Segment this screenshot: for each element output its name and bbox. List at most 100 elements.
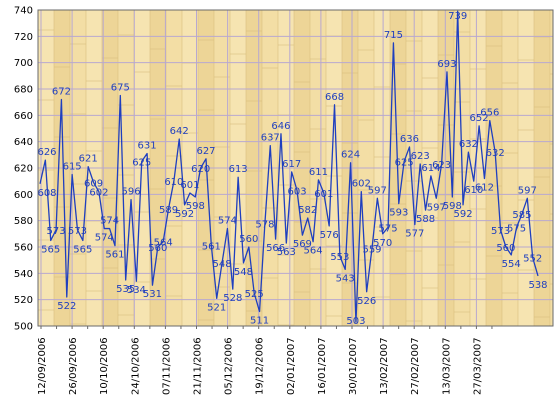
x-tick-label: 26/09/2006 [68, 337, 79, 395]
data-label: 553 [330, 252, 349, 263]
x-tick-label: 13/02/2007 [379, 337, 390, 395]
data-label: 621 [79, 154, 98, 165]
data-label: 675 [111, 83, 130, 94]
data-label: 636 [400, 134, 419, 145]
data-label: 534 [127, 285, 146, 296]
data-label: 603 [287, 186, 306, 197]
data-label: 613 [229, 164, 248, 175]
data-label: 620 [191, 164, 210, 175]
data-label: 642 [170, 126, 189, 137]
x-tick-label: 27/03/2007 [472, 337, 483, 395]
data-label: 525 [245, 289, 264, 300]
data-label: 656 [480, 108, 499, 119]
data-label: 672 [52, 87, 71, 98]
data-label: 573 [68, 226, 87, 237]
data-label: 626 [37, 147, 56, 158]
data-label: 632 [459, 139, 478, 150]
y-tick-label: 520 [14, 295, 33, 306]
data-label: 575 [507, 223, 526, 234]
x-tick-label: 07/11/2006 [161, 337, 172, 395]
data-label: 511 [250, 316, 269, 327]
data-label: 625 [132, 157, 151, 168]
x-tick-label: 24/10/2006 [130, 337, 141, 395]
data-label: 561 [105, 250, 124, 261]
data-label: 601 [180, 180, 199, 191]
data-label: 597 [368, 185, 387, 196]
data-label: 609 [84, 178, 103, 189]
x-tick-label: 02/01/2007 [286, 337, 297, 395]
data-label: 602 [89, 188, 108, 199]
data-label: 565 [41, 244, 60, 255]
x-tick-label: 30/01/2007 [348, 337, 359, 395]
x-tick-label: 13/03/2007 [441, 337, 452, 395]
data-label: 602 [352, 179, 371, 190]
data-label: 646 [271, 121, 290, 132]
data-label: 598 [443, 201, 462, 212]
data-label: 528 [223, 293, 242, 304]
data-label: 543 [336, 273, 355, 284]
data-label: 564 [304, 246, 323, 257]
data-label: 578 [255, 219, 274, 230]
data-label: 563 [277, 247, 296, 258]
x-tick-label: 05/12/2006 [224, 337, 235, 395]
data-label: 574 [100, 216, 119, 227]
data-label: 652 [470, 113, 489, 124]
data-label: 598 [186, 201, 205, 212]
data-label: 593 [389, 208, 408, 219]
y-tick-label: 620 [14, 164, 33, 175]
data-label: 614 [421, 163, 440, 174]
data-label: 561 [202, 242, 221, 253]
data-label: 624 [341, 150, 360, 161]
data-labels: 6086265655736725226155735656216096025745… [37, 11, 547, 327]
data-label: 631 [138, 141, 157, 152]
data-label: 589 [159, 205, 178, 216]
y-tick-label: 720 [14, 32, 33, 43]
data-label: 585 [512, 210, 531, 221]
data-label: 565 [73, 244, 92, 255]
x-tick-label: 12/09/2006 [37, 337, 48, 395]
data-label: 522 [57, 301, 76, 312]
data-label: 535 [116, 284, 135, 295]
data-label: 601 [314, 189, 333, 200]
y-tick-label: 680 [14, 85, 33, 96]
y-tick-label: 660 [14, 111, 33, 122]
x-tick-label: 21/11/2006 [193, 337, 204, 395]
x-tick-label: 19/12/2006 [255, 337, 266, 395]
data-label: 715 [384, 30, 403, 41]
data-label: 560 [239, 234, 258, 245]
data-label: 627 [196, 146, 215, 157]
data-label: 632 [486, 148, 505, 159]
data-label: 538 [528, 280, 547, 291]
data-label: 623 [411, 151, 430, 162]
data-label: 576 [320, 230, 339, 241]
data-label: 625 [395, 157, 414, 168]
y-tick-label: 640 [14, 137, 33, 148]
grid [38, 9, 553, 327]
data-label: 582 [298, 205, 317, 216]
series [39, 10, 539, 323]
data-label: 573 [47, 226, 66, 237]
y-axis: 500 520 540 560 580 600 620 640 660 680 700 720 740 [14, 6, 33, 333]
data-label: 548 [213, 259, 232, 270]
data-label: 570 [373, 238, 392, 249]
x-tick-label: 10/10/2006 [99, 337, 110, 395]
data-label: 610 [464, 185, 483, 196]
data-label: 552 [523, 254, 542, 265]
data-label: 597 [518, 185, 537, 196]
x-tick-label: 16/01/2007 [317, 337, 328, 395]
data-label: 668 [325, 92, 344, 103]
data-label: 503 [346, 316, 365, 327]
data-label: 559 [362, 244, 381, 255]
data-label: 612 [475, 183, 494, 194]
data-label: 597 [427, 202, 446, 213]
data-label: 577 [405, 229, 424, 240]
data-label: 564 [154, 238, 173, 249]
data-label: 521 [207, 302, 226, 313]
data-label: 573 [491, 226, 510, 237]
data-label: 617 [282, 159, 301, 170]
y-tick-label: 540 [14, 269, 33, 280]
y-tick-label: 740 [14, 6, 33, 17]
data-label: 623 [432, 160, 451, 171]
data-label: 592 [175, 209, 194, 220]
data-label: 560 [496, 243, 515, 254]
